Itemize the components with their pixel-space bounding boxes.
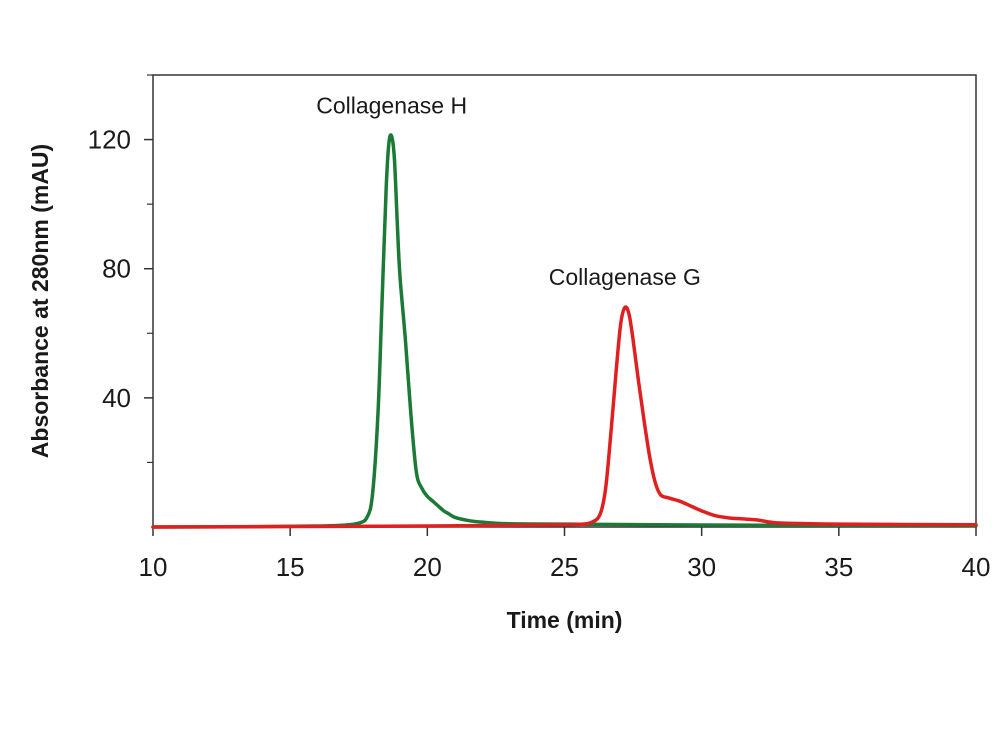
peak-label: Collagenase H xyxy=(316,93,467,119)
series-line-collagenase-h xyxy=(151,133,978,529)
x-axis: 10 15 20 25 30 35 40 xyxy=(139,527,991,582)
series-layer xyxy=(151,133,978,529)
x-tick-label: 35 xyxy=(824,552,853,582)
y-tick-label: 120 xyxy=(88,125,131,155)
x-tick-label: 10 xyxy=(139,552,168,582)
y-axis: 40 80 120 xyxy=(88,74,153,464)
x-tick-label: 30 xyxy=(687,552,716,582)
x-tick-label: 15 xyxy=(276,552,305,582)
x-tick-label: 20 xyxy=(413,552,442,582)
y-tick-label: 40 xyxy=(102,383,131,413)
y-axis-title: Absorbance at 280nm (mAU) xyxy=(27,144,53,458)
plot-frame xyxy=(152,74,977,528)
peak-label: Collagenase G xyxy=(549,264,701,290)
series-line-collagenase-g xyxy=(151,305,978,529)
x-tick-label: 40 xyxy=(962,552,991,582)
y-tick-label: 80 xyxy=(102,254,131,284)
x-tick-label: 25 xyxy=(550,552,579,582)
annotation-layer: Collagenase H Collagenase G xyxy=(316,93,701,290)
x-axis-title: Time (min) xyxy=(507,607,623,633)
